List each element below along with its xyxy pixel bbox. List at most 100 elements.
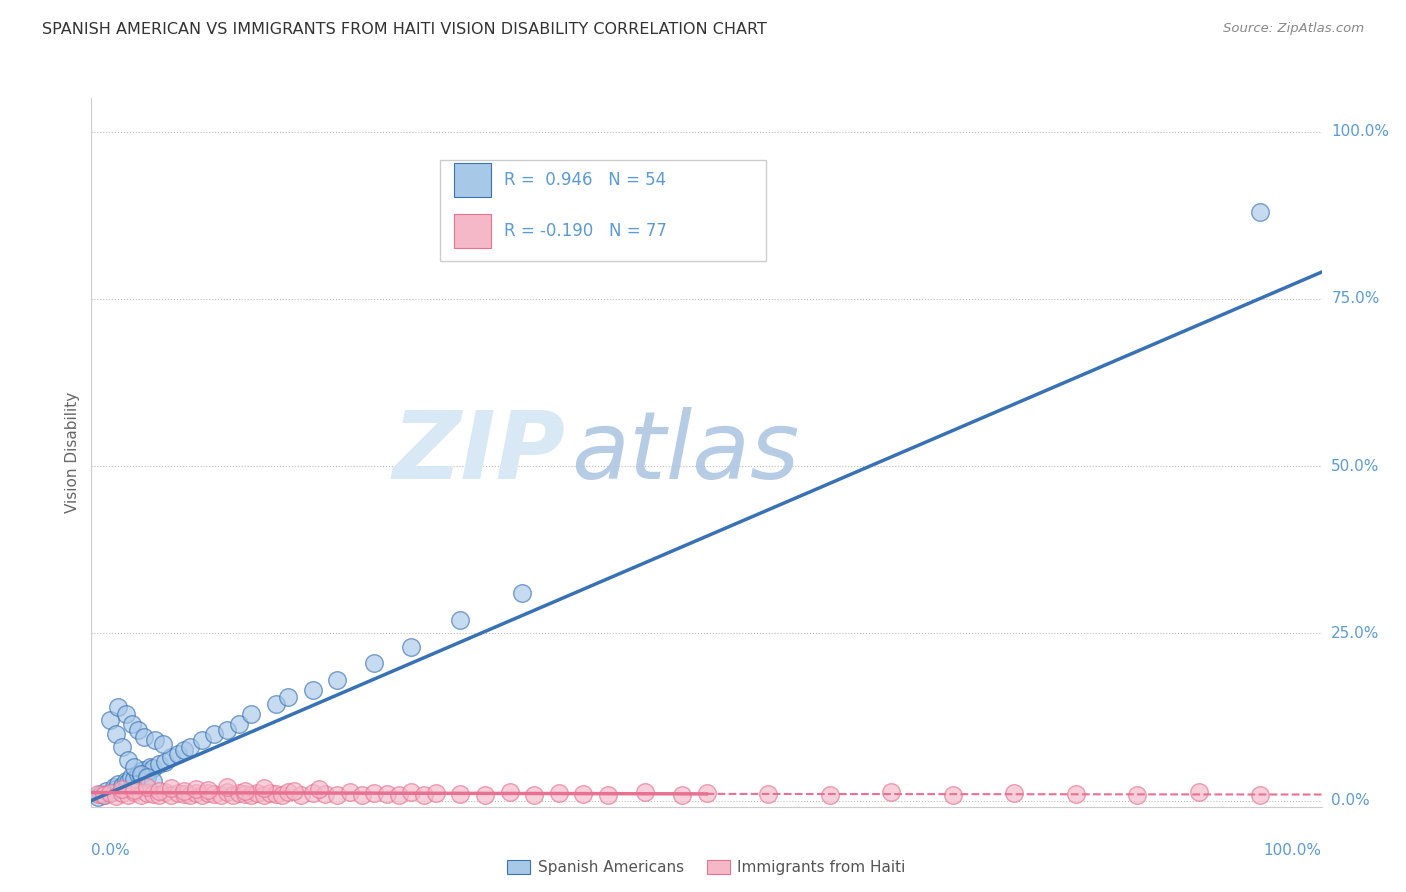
Point (215, 780, 238, 795)
Point (148, 788, 170, 802)
Point (124, 772, 146, 787)
Point (153, 755, 177, 769)
Text: 0.0%: 0.0% (91, 843, 131, 858)
Point (129, 789, 152, 803)
Point (179, 788, 201, 802)
Point (160, 780, 183, 795)
Point (596, 788, 619, 802)
Point (184, 781, 207, 796)
Point (264, 697, 287, 711)
Point (184, 786, 207, 799)
Point (1126, 788, 1149, 802)
Y-axis label: Vision Disability: Vision Disability (65, 392, 80, 513)
Point (1187, 785, 1209, 799)
Point (215, 785, 238, 799)
Point (90, 787, 112, 801)
Point (96, 783, 117, 797)
Point (135, 786, 157, 799)
Legend: Spanish Americans, Immigrants from Haiti: Spanish Americans, Immigrants from Haiti (501, 854, 912, 881)
Point (264, 787, 287, 801)
Point (153, 785, 177, 799)
Text: 75.0%: 75.0% (1331, 292, 1379, 306)
Point (474, 788, 496, 802)
Point (1249, 205, 1271, 219)
Point (326, 788, 349, 802)
Point (139, 760, 162, 774)
Point (117, 753, 139, 767)
Point (308, 781, 330, 796)
Point (86, 790, 108, 805)
Point (124, 783, 146, 797)
Point (202, 726, 225, 740)
Point (253, 789, 276, 803)
Point (107, 777, 129, 791)
Point (93, 789, 115, 803)
Point (127, 723, 149, 738)
Point (388, 788, 411, 802)
Point (412, 789, 434, 803)
Point (253, 780, 276, 795)
Point (142, 762, 165, 776)
Text: atlas: atlas (571, 407, 800, 499)
Point (166, 786, 188, 800)
Point (134, 730, 156, 744)
Point (160, 789, 183, 803)
Point (880, 785, 903, 799)
Point (191, 733, 214, 747)
Point (173, 784, 195, 798)
Point (498, 785, 520, 799)
Point (301, 683, 323, 698)
Point (240, 788, 263, 802)
Point (363, 657, 385, 671)
Point (124, 785, 146, 799)
Point (127, 767, 149, 781)
Point (399, 785, 422, 799)
Text: R = -0.190   N = 77: R = -0.190 N = 77 (503, 222, 666, 240)
Text: R =  0.946   N = 54: R = 0.946 N = 54 (503, 170, 665, 189)
Point (124, 760, 146, 774)
Point (197, 783, 219, 797)
Point (114, 706, 138, 721)
Point (209, 788, 232, 802)
FancyBboxPatch shape (454, 162, 491, 197)
Point (572, 787, 595, 801)
Point (228, 786, 250, 800)
Point (86, 787, 108, 801)
Point (547, 786, 569, 800)
Point (173, 787, 195, 801)
Point (111, 779, 134, 793)
Text: SPANISH AMERICAN VS IMMIGRANTS FROM HAITI VISION DISABILITY CORRELATION CHART: SPANISH AMERICAN VS IMMIGRANTS FROM HAIT… (42, 22, 768, 37)
Point (191, 789, 214, 803)
Point (111, 781, 134, 796)
Point (142, 773, 165, 788)
Point (117, 788, 139, 802)
Point (283, 784, 305, 798)
Point (523, 789, 546, 803)
Point (98, 714, 121, 728)
Point (941, 789, 963, 803)
Point (1249, 789, 1271, 803)
Point (93, 789, 115, 803)
Point (277, 690, 299, 704)
Point (142, 787, 165, 801)
Point (121, 716, 143, 731)
Point (271, 788, 294, 802)
Point (399, 640, 422, 654)
Text: 50.0%: 50.0% (1331, 458, 1379, 474)
Point (314, 787, 336, 801)
Point (215, 723, 238, 738)
Point (98, 786, 121, 799)
Text: ZIP: ZIP (392, 407, 565, 499)
Point (301, 786, 323, 800)
Point (145, 733, 166, 747)
Point (135, 765, 157, 780)
Point (152, 737, 174, 751)
Point (1002, 786, 1025, 800)
Point (1064, 787, 1087, 801)
Point (129, 768, 152, 782)
Point (352, 789, 374, 803)
Point (120, 770, 142, 784)
Point (148, 756, 170, 771)
Text: 25.0%: 25.0% (1331, 626, 1379, 640)
Point (228, 716, 250, 731)
